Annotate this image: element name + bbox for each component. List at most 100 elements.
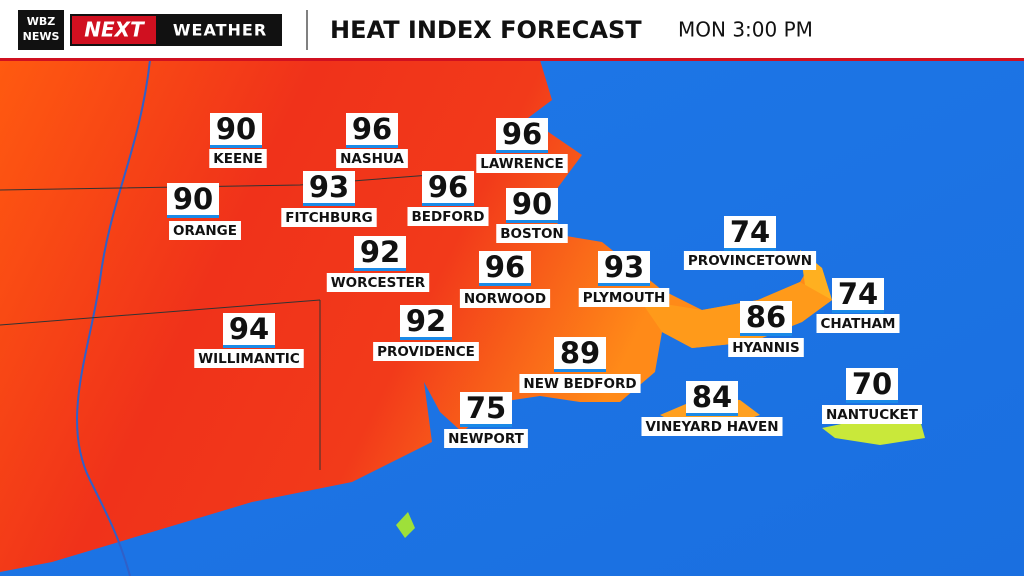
value-box	[210, 113, 262, 147]
value-box	[223, 313, 275, 347]
brand-next: NEXT	[84, 18, 145, 42]
nantucket-island	[822, 418, 925, 445]
city-name: NANTUCKET	[826, 407, 919, 423]
value-underline	[740, 333, 792, 336]
city-name-box	[194, 349, 304, 368]
value-box	[460, 392, 512, 426]
rivers	[76, 59, 151, 576]
city: 74 CHATHAM	[816, 277, 900, 333]
city-name: CHATHAM	[821, 316, 896, 332]
city-name: KEENE	[213, 151, 262, 167]
city-value: 86	[746, 300, 786, 334]
value-box	[598, 251, 650, 285]
city-name-box	[407, 207, 489, 226]
city-name: PLYMOUTH	[583, 290, 666, 306]
value-box	[400, 305, 452, 339]
city-name: BOSTON	[500, 226, 563, 242]
state-borders	[0, 171, 471, 470]
value-underline	[210, 145, 262, 148]
logo-bottom: NEWS	[23, 30, 60, 43]
city-value: 75	[466, 391, 506, 425]
city: 90 KEENE	[209, 112, 267, 168]
city-value: 93	[309, 170, 349, 204]
value-underline	[460, 424, 512, 427]
city-name: VINEYARD HAVEN	[645, 419, 778, 435]
city-name-box	[578, 288, 670, 307]
value-underline	[832, 310, 884, 313]
city-value: 96	[502, 117, 542, 151]
city-name-box	[683, 251, 817, 270]
city-name: NEW BEDFORD	[523, 376, 636, 392]
header-line	[0, 58, 1024, 61]
logo-box	[18, 10, 64, 50]
value-underline	[686, 413, 738, 416]
city-value: 90	[216, 112, 256, 146]
value-box	[303, 171, 355, 205]
city-name-box	[821, 405, 923, 424]
city: 92 WORCESTER	[326, 235, 430, 292]
value-box	[496, 118, 548, 152]
city-value: 96	[352, 112, 392, 146]
city-value: 96	[428, 170, 468, 204]
value-box	[724, 216, 776, 250]
value-underline	[354, 268, 406, 271]
coast-warm	[640, 282, 832, 348]
city: 94 WILLIMANTIC	[194, 312, 304, 368]
city: 75 NEWPORT	[444, 391, 528, 448]
value-underline	[400, 337, 452, 340]
city-value: 92	[360, 235, 400, 269]
value-box	[354, 236, 406, 270]
city-value: 90	[512, 187, 552, 221]
city-value: 74	[838, 277, 878, 311]
city-value: 92	[406, 304, 446, 338]
value-box	[740, 301, 792, 335]
city-value: 84	[692, 380, 732, 414]
value-box	[686, 381, 738, 415]
city-name-box	[373, 342, 479, 361]
city: 93 PLYMOUTH	[578, 250, 670, 307]
city-name: LAWRENCE	[480, 156, 563, 172]
city: 90 BOSTON	[496, 187, 568, 243]
value-underline	[598, 283, 650, 286]
value-underline	[346, 145, 398, 148]
city-name-box	[281, 208, 377, 227]
city-labels: 90KEENE96NASHUA96LAWRENCE90ORANGE93FITCH…	[167, 112, 923, 448]
city-name-box	[728, 338, 804, 357]
title: HEAT INDEX FORECAST	[330, 16, 642, 44]
value-underline	[422, 203, 474, 206]
city-value: 96	[485, 250, 525, 284]
city-name-box	[459, 289, 551, 308]
city-value: 70	[852, 367, 892, 401]
value-box	[422, 171, 474, 205]
brand-next-box	[72, 16, 156, 44]
value-underline	[554, 369, 606, 372]
value-box	[832, 278, 884, 312]
city-name-box	[496, 224, 568, 243]
value-underline	[223, 345, 275, 348]
city: 74 PROVINCETOWN	[683, 215, 817, 270]
city-value: 94	[229, 312, 269, 346]
city-name-box	[326, 273, 430, 292]
city-name: ORANGE	[173, 223, 237, 239]
value-box	[554, 337, 606, 371]
city-name: HYANNIS	[732, 340, 800, 356]
value-box	[167, 183, 219, 217]
time: MON 3:00 PM	[678, 18, 813, 42]
city-name-box	[209, 149, 267, 168]
value-box	[506, 188, 558, 222]
city: 70 NANTUCKET	[821, 367, 923, 424]
city-value: 89	[560, 336, 600, 370]
value-box	[479, 251, 531, 285]
city-value: 74	[730, 215, 770, 249]
city-value: 90	[173, 182, 213, 216]
city-name-box	[336, 149, 408, 168]
city-name-box	[641, 417, 783, 436]
value-box	[846, 368, 898, 402]
city: 96 NASHUA	[336, 112, 408, 168]
city: 89 NEW BEDFORD	[519, 336, 641, 393]
block-island	[396, 512, 415, 538]
city: 96 NORWOOD	[459, 250, 551, 308]
city-name-box	[444, 429, 528, 448]
